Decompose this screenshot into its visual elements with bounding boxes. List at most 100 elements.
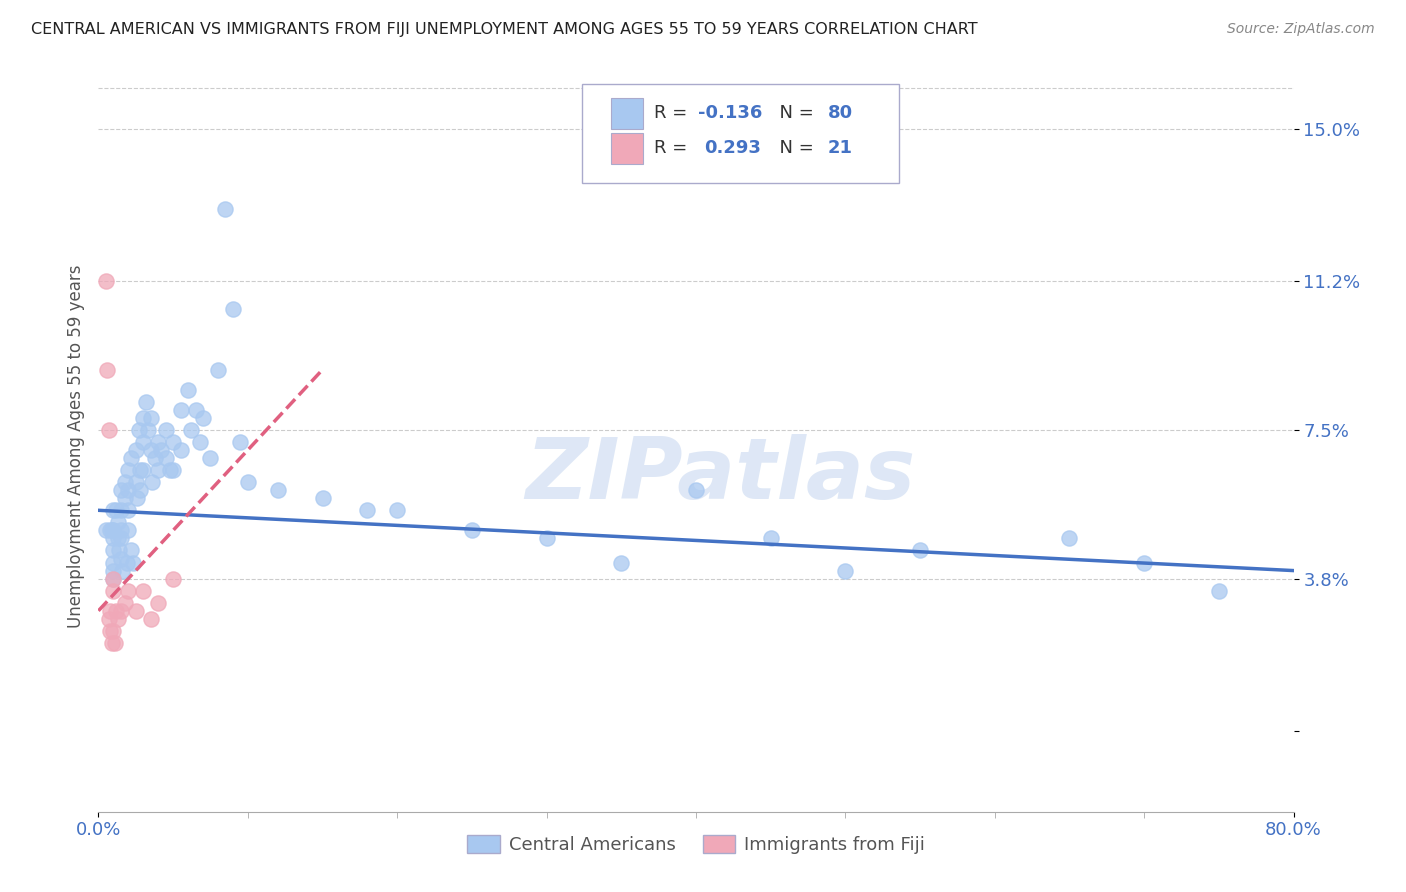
Text: R =: R = [654,104,693,122]
Text: -0.136: -0.136 [699,104,762,122]
Point [536,532,558,546]
Point [103,572,125,586]
Text: N =: N = [768,104,820,122]
Point [610,556,633,570]
Point [139,443,162,458]
Point [214,202,236,216]
Point [155,423,177,437]
Point [148,596,170,610]
Point [139,410,162,425]
Point [188,434,211,449]
Point [356,503,378,517]
Point [229,434,252,449]
Point [125,604,148,618]
Point [103,564,125,578]
Point [169,443,191,458]
Point [311,491,333,506]
FancyBboxPatch shape [612,98,644,128]
Point [114,491,136,506]
Point [125,443,148,458]
Point [150,443,173,458]
Point [114,475,136,490]
Point [120,451,142,466]
Point [155,451,177,466]
Point [94,524,117,538]
Point [834,564,856,578]
Point [1133,556,1156,570]
Text: 0.293: 0.293 [704,139,761,157]
Text: 80: 80 [827,104,852,122]
Point [143,451,166,466]
Point [114,596,136,610]
Point [101,524,124,538]
Point [98,624,122,638]
Point [108,543,131,558]
Point [111,564,134,578]
Point [908,543,931,558]
Text: 21: 21 [827,139,852,157]
Point [385,503,409,517]
Point [162,463,184,477]
Point [96,362,118,376]
Point [104,636,127,650]
Point [125,475,148,490]
Point [98,524,122,538]
Legend: Central Americans, Immigrants from Fiji: Central Americans, Immigrants from Fiji [460,828,932,861]
Point [132,583,155,598]
Point [107,612,129,626]
Point [1059,532,1081,546]
Point [103,624,125,638]
Y-axis label: Unemployment Among Ages 55 to 59 years: Unemployment Among Ages 55 to 59 years [66,264,84,628]
Point [110,551,132,566]
Point [200,451,222,466]
Point [162,572,184,586]
Point [135,394,157,409]
Point [110,604,132,618]
Point [103,583,125,598]
Point [97,423,120,437]
Point [103,524,125,538]
Point [148,434,170,449]
Point [117,483,139,498]
Point [110,532,132,546]
Text: CENTRAL AMERICAN VS IMMIGRANTS FROM FIJI UNEMPLOYMENT AMONG AGES 55 TO 59 YEARS : CENTRAL AMERICAN VS IMMIGRANTS FROM FIJI… [31,22,977,37]
Point [184,402,207,417]
Point [121,556,143,570]
Point [103,556,125,570]
Point [139,612,162,626]
Point [117,503,139,517]
Point [159,463,181,477]
Text: R =: R = [654,139,699,157]
Point [177,383,200,397]
Point [132,463,155,477]
Point [128,423,150,437]
Point [115,556,138,570]
Point [461,524,484,538]
Point [685,483,707,498]
Point [127,491,149,506]
Point [141,475,163,490]
Text: Source: ZipAtlas.com: Source: ZipAtlas.com [1227,22,1375,37]
Point [129,483,152,498]
Point [105,503,128,517]
Point [103,532,125,546]
Point [136,423,159,437]
Point [101,636,124,650]
Point [236,475,259,490]
Point [103,572,125,586]
Point [110,503,132,517]
Point [110,483,132,498]
Point [132,410,155,425]
Point [110,524,132,538]
Point [191,410,214,425]
Text: ZIPatlas: ZIPatlas [524,434,915,516]
Point [117,524,139,538]
Point [222,302,245,317]
Point [94,274,117,288]
FancyBboxPatch shape [582,84,900,183]
Point [759,532,782,546]
Point [169,402,191,417]
Text: N =: N = [768,139,820,157]
Point [120,543,142,558]
Point [1208,583,1230,598]
